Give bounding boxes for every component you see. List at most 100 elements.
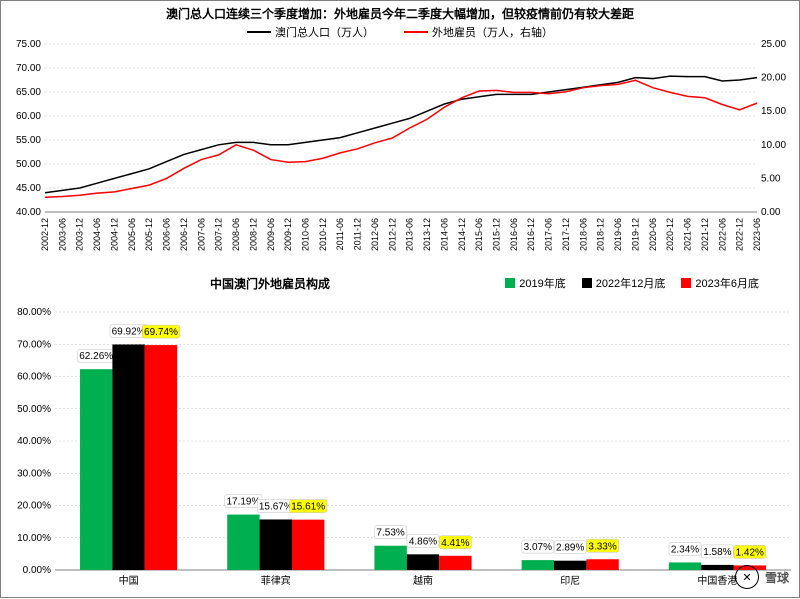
svg-text:50.00: 50.00 — [16, 159, 41, 170]
svg-text:2015-12: 2015-12 — [492, 218, 502, 251]
svg-text:2021-12: 2021-12 — [700, 218, 710, 251]
svg-text:20.00: 20.00 — [761, 73, 786, 84]
legend-item-2019: 2019年底 — [505, 275, 565, 291]
svg-text:50.00%: 50.00% — [17, 404, 51, 415]
legend-item-2022: 2022年12月底 — [582, 275, 666, 291]
svg-text:70.00: 70.00 — [16, 63, 41, 74]
legend-label: 澳门总人口（万人） — [275, 24, 374, 40]
watermark-text: 雪球 — [765, 569, 789, 586]
svg-text:2022-12: 2022-12 — [735, 218, 745, 251]
svg-text:2011-12: 2011-12 — [353, 218, 363, 250]
svg-text:2003-06: 2003-06 — [57, 218, 67, 251]
svg-text:0.00: 0.00 — [761, 207, 781, 218]
svg-text:15.61%: 15.61% — [291, 502, 325, 513]
svg-text:10.00: 10.00 — [761, 140, 786, 151]
svg-text:80.00%: 80.00% — [17, 307, 51, 318]
legend-label: 2019年底 — [519, 275, 565, 291]
svg-text:2007-12: 2007-12 — [214, 218, 224, 251]
svg-text:3.07%: 3.07% — [524, 542, 552, 553]
bar-chart-legend: 2019年底 2022年12月底 2023年6月底 — [330, 275, 759, 291]
legend-label: 外地雇员（万人，右轴） — [432, 24, 553, 40]
legend-swatch — [582, 278, 592, 288]
svg-text:60.00%: 60.00% — [17, 372, 51, 383]
legend-swatch — [404, 31, 428, 33]
svg-text:2013-12: 2013-12 — [422, 218, 432, 251]
svg-text:菲律宾: 菲律宾 — [261, 574, 291, 587]
svg-text:10.00%: 10.00% — [17, 533, 51, 544]
svg-text:62.26%: 62.26% — [79, 351, 113, 362]
svg-text:2018-06: 2018-06 — [578, 218, 588, 251]
svg-text:2005-06: 2005-06 — [127, 218, 137, 251]
legend-label: 2022年12月底 — [596, 275, 666, 291]
line-chart-plot: 40.00 45.00 50.00 55.00 60.00 65.00 70.00 75.00… — [1, 40, 800, 270]
legend-swatch — [247, 31, 271, 33]
svg-text:2010-06: 2010-06 — [300, 218, 310, 251]
svg-text:2003-12: 2003-12 — [75, 218, 85, 251]
svg-text:2022-06: 2022-06 — [717, 218, 727, 251]
svg-text:越南: 越南 — [413, 574, 433, 587]
svg-text:2006-06: 2006-06 — [162, 218, 172, 251]
bar-chart-plot: 0.00% 10.00% 20.00% 30.00% 40.00% 50.00% 60.00… — [1, 292, 800, 594]
svg-text:7.53%: 7.53% — [376, 528, 404, 539]
svg-text:2008-12: 2008-12 — [248, 218, 258, 251]
svg-text:75.00: 75.00 — [16, 40, 41, 50]
svg-text:2017-06: 2017-06 — [544, 218, 554, 251]
svg-text:0.00%: 0.00% — [23, 565, 51, 576]
svg-text:2013-06: 2013-06 — [405, 218, 415, 251]
svg-text:25.00: 25.00 — [761, 40, 786, 50]
line-chart-title: 澳门总人口连续三个季度增加：外地雇员今年二季度大幅增加，但较疫情前仍有较大差距 — [1, 1, 799, 24]
svg-text:2012-06: 2012-06 — [370, 218, 380, 251]
svg-text:2002-12: 2002-12 — [40, 218, 50, 251]
svg-text:15.00: 15.00 — [761, 106, 786, 117]
svg-text:2009-06: 2009-06 — [266, 218, 276, 251]
svg-text:45.00: 45.00 — [16, 183, 41, 194]
svg-text:2012-12: 2012-12 — [387, 218, 397, 251]
svg-text:2021-06: 2021-06 — [683, 218, 693, 251]
svg-text:60.00: 60.00 — [16, 111, 41, 122]
legend-item-workers: 外地雇员（万人，右轴） — [404, 24, 553, 40]
svg-text:2004-06: 2004-06 — [92, 218, 102, 251]
svg-text:2008-06: 2008-06 — [231, 218, 241, 251]
svg-text:2020-12: 2020-12 — [665, 218, 675, 251]
svg-text:2018-12: 2018-12 — [596, 218, 606, 251]
watermark: ✕ 雪球 — [735, 565, 789, 589]
svg-text:中国: 中国 — [119, 574, 139, 587]
svg-text:40.00: 40.00 — [16, 207, 41, 218]
svg-text:5.00: 5.00 — [761, 173, 781, 184]
svg-text:30.00%: 30.00% — [17, 468, 51, 479]
svg-text:2016-12: 2016-12 — [526, 218, 536, 251]
legend-label: 2023年6月底 — [695, 275, 759, 291]
svg-text:4.41%: 4.41% — [441, 538, 469, 549]
svg-text:2009-12: 2009-12 — [283, 218, 293, 251]
svg-text:2020-06: 2020-06 — [648, 218, 658, 251]
svg-text:2017-12: 2017-12 — [561, 218, 571, 251]
svg-text:3.33%: 3.33% — [588, 541, 616, 552]
svg-text:15.67%: 15.67% — [259, 501, 293, 512]
svg-text:2016-06: 2016-06 — [509, 218, 519, 251]
svg-text:40.00%: 40.00% — [17, 436, 51, 447]
svg-text:2.89%: 2.89% — [556, 543, 584, 554]
svg-text:1.42%: 1.42% — [736, 547, 764, 558]
svg-text:2010-12: 2010-12 — [318, 218, 328, 251]
svg-text:2.34%: 2.34% — [671, 544, 699, 555]
legend-swatch — [681, 278, 691, 288]
svg-text:2006-12: 2006-12 — [179, 218, 189, 251]
svg-text:17.19%: 17.19% — [226, 497, 260, 508]
bar-chart-title: 中国澳门外地雇员构成 — [210, 275, 330, 292]
svg-text:69.74%: 69.74% — [144, 327, 178, 338]
svg-text:55.00: 55.00 — [16, 135, 41, 146]
legend-swatch — [505, 278, 515, 288]
svg-text:4.86%: 4.86% — [409, 536, 437, 547]
svg-text:2023-06: 2023-06 — [752, 218, 762, 251]
watermark-logo-icon: ✕ — [735, 565, 759, 589]
svg-text:2015-06: 2015-06 — [474, 218, 484, 251]
svg-text:65.00: 65.00 — [16, 87, 41, 98]
svg-text:印尼: 印尼 — [560, 575, 580, 587]
svg-text:2019-06: 2019-06 — [613, 218, 623, 251]
svg-text:20.00%: 20.00% — [17, 501, 51, 512]
line-chart-legend: 澳门总人口（万人） 外地雇员（万人，右轴） — [1, 24, 799, 40]
svg-text:2019-12: 2019-12 — [630, 218, 640, 251]
svg-text:1.58%: 1.58% — [703, 547, 731, 558]
svg-text:中国香港: 中国香港 — [697, 574, 737, 587]
svg-text:70.00%: 70.00% — [17, 339, 51, 350]
